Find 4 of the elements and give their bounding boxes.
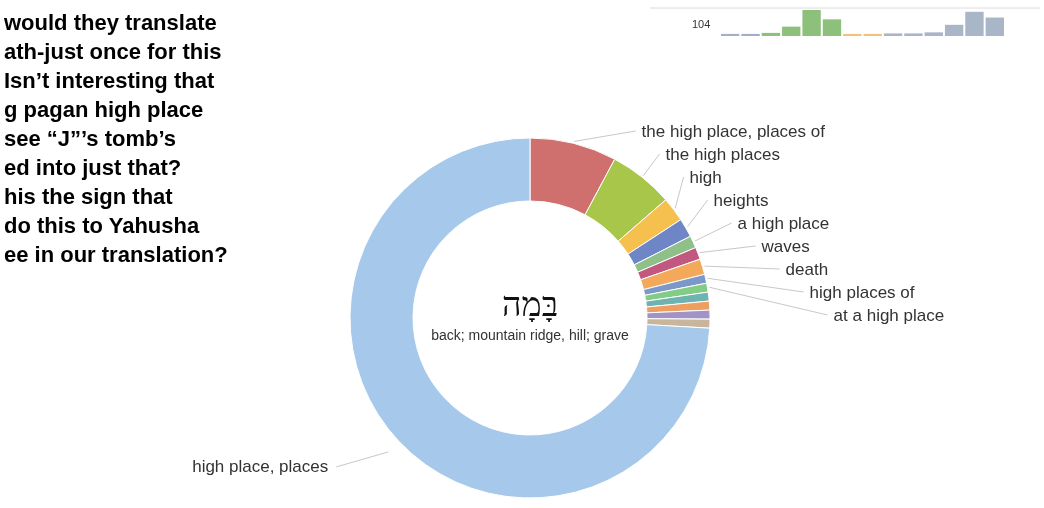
text: back; mountain ridge, hill; grave <box>431 327 630 343</box>
text: would they translate ath-just once for this Isn’t interesting that g pagan high place see “J”’s tomb’s ed into just that? his the sign that do this to Yahusha ee in our translation? <box>4 10 228 267</box>
text: 104 <box>692 18 711 30</box>
text: בָּמָה <box>501 284 559 324</box>
